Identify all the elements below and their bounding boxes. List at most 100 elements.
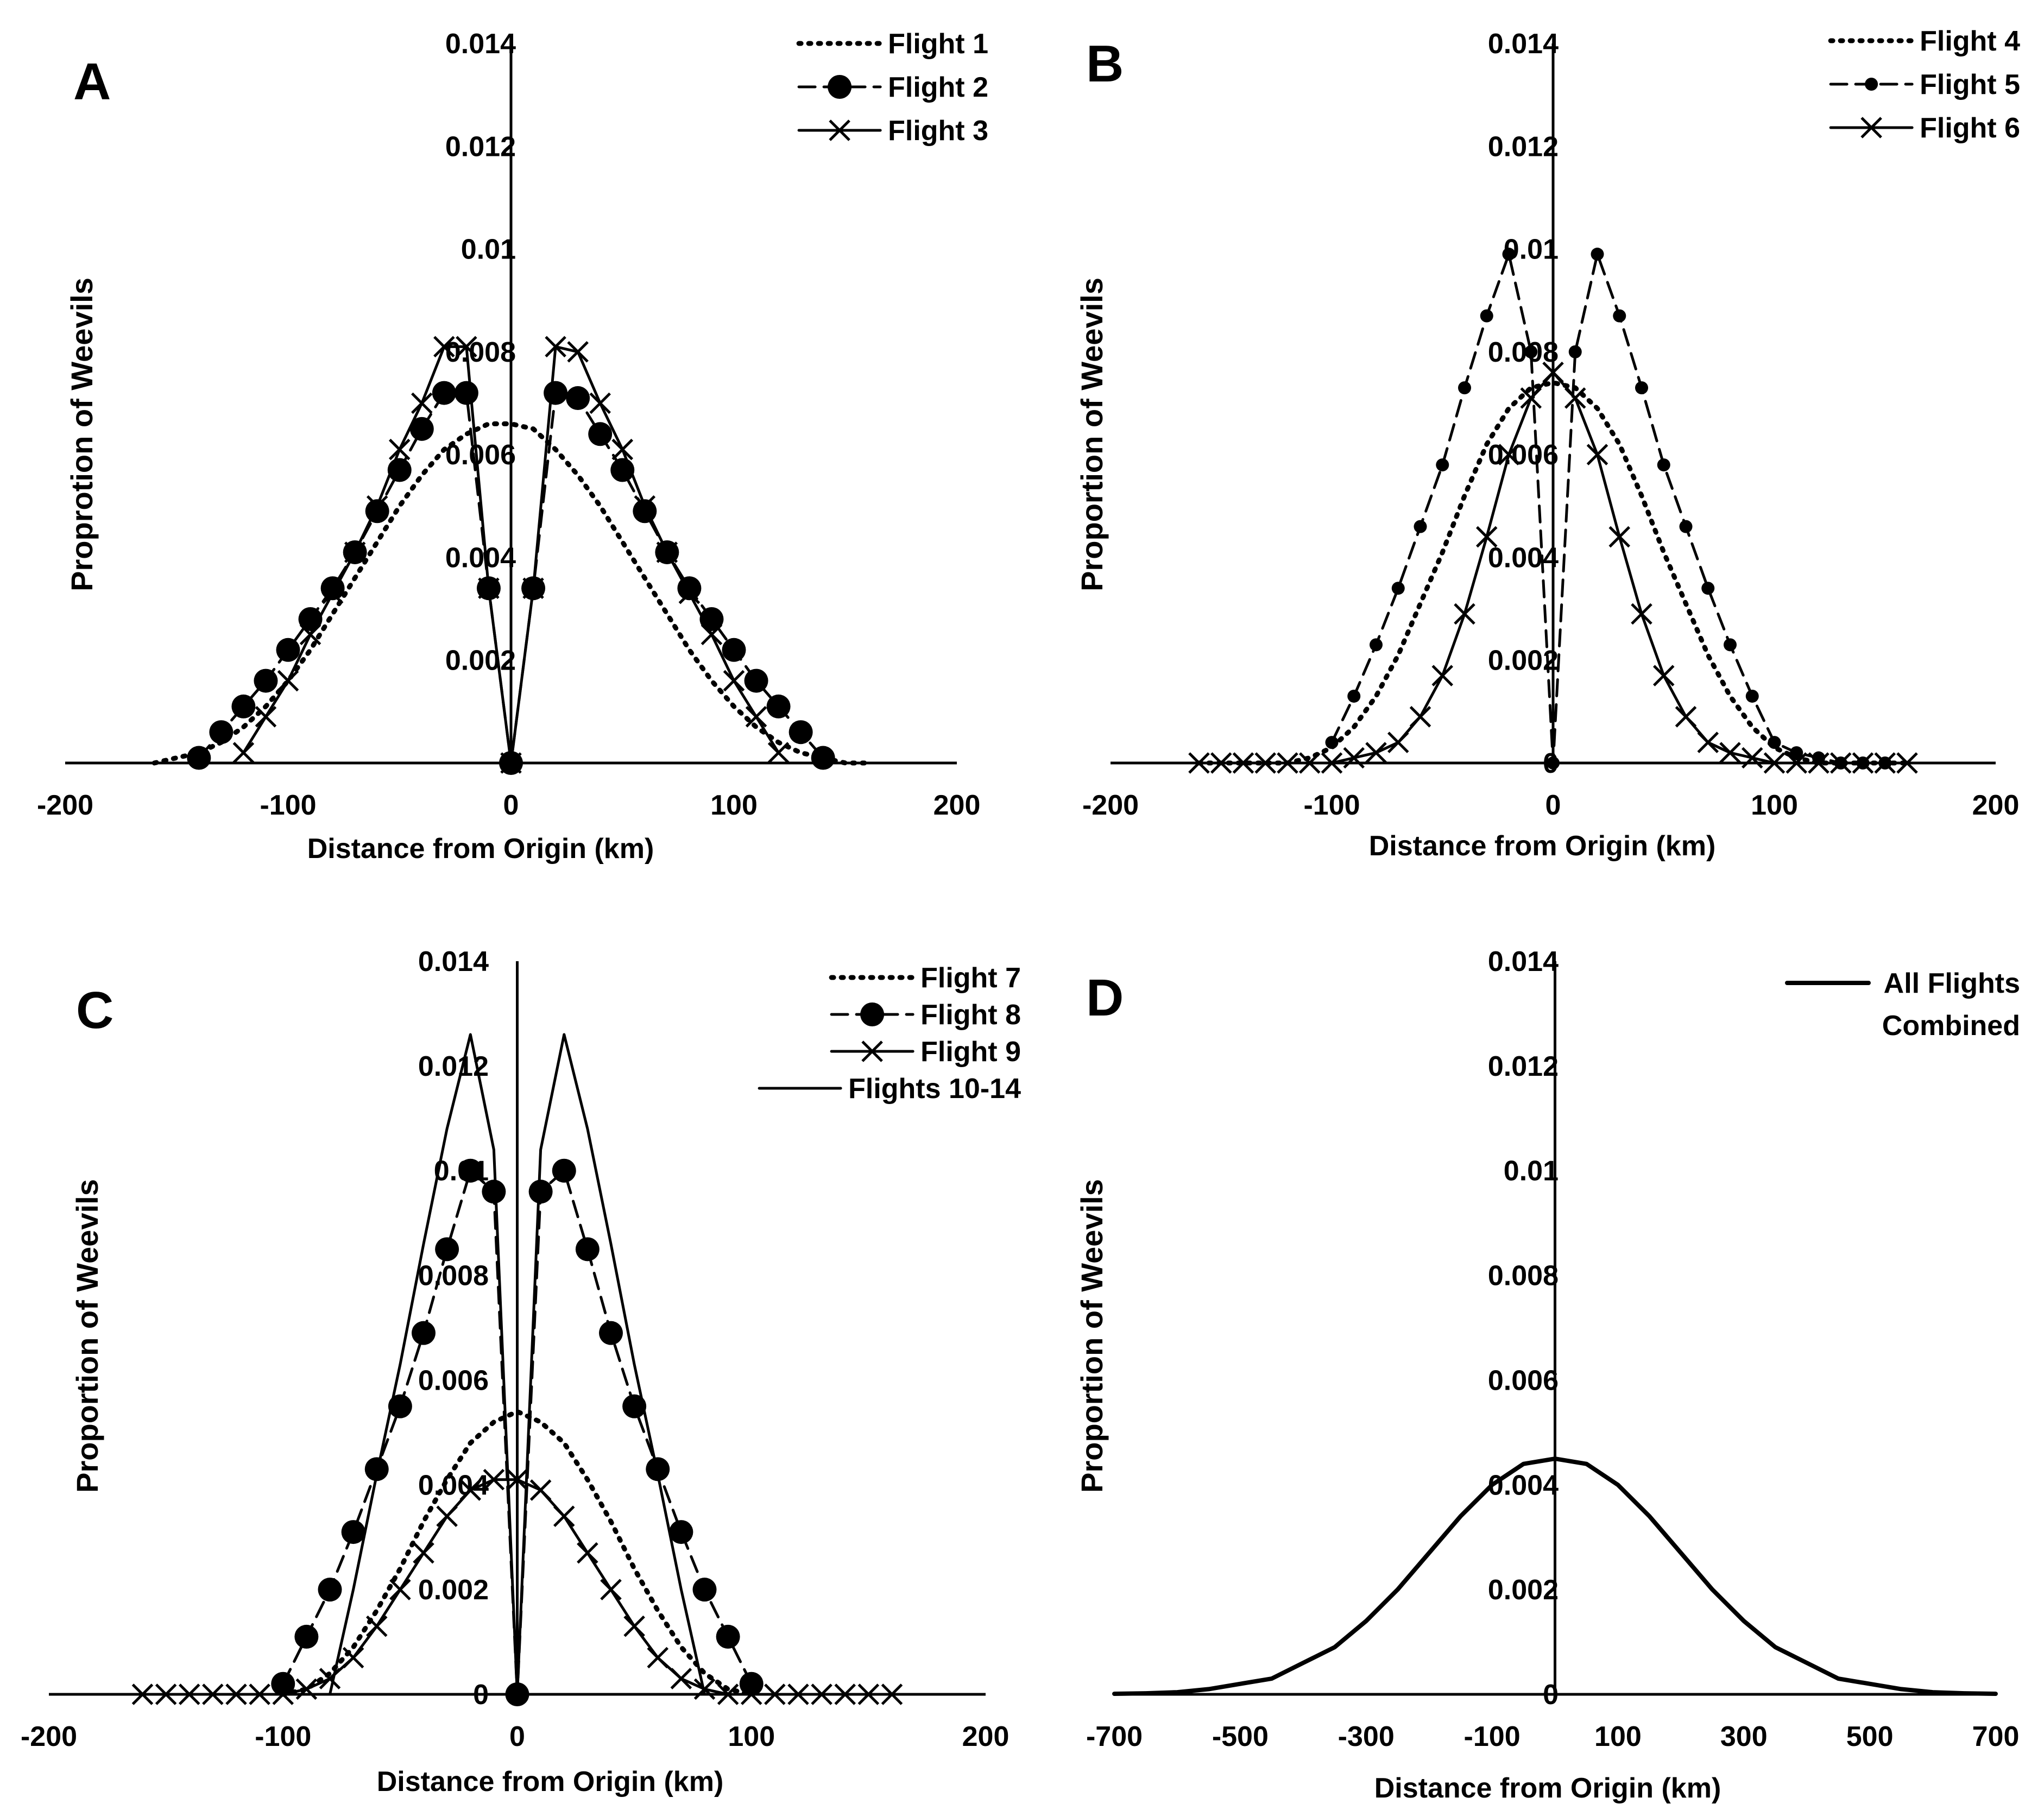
panel-c-y-tick-label: 0.008 [418, 1260, 489, 1292]
panel-c-data-point [739, 1672, 764, 1696]
panel-a-data-point [588, 422, 613, 446]
panel-b-data-point [1763, 752, 1786, 774]
panel-a-data-point [478, 577, 500, 599]
panel-a-data-point [566, 386, 590, 411]
panel-b-data-point [1502, 248, 1516, 261]
panel-c-data-point [529, 1479, 552, 1501]
panel-d-series-1 [1112, 1456, 1998, 1696]
panel-b-data-point [1475, 526, 1498, 548]
panel-a-y-tick-label: 0.004 [445, 542, 516, 573]
panel-d-x-tick-label: 700 [1972, 1721, 2020, 1752]
panel-d-legend-item: All Flights Combined [1785, 968, 2020, 1042]
panel-c-data-point [834, 1683, 856, 1705]
panel-b-data-point [1745, 689, 1759, 703]
panel-c-data-point [622, 1394, 647, 1418]
panel-a-data-point [811, 746, 835, 770]
panel-b-legend-label: Flight 6 [1920, 112, 2020, 144]
panel-a-x-tick-label: -200 [37, 790, 93, 821]
panel-c-data-point [717, 1683, 739, 1705]
panel-a-legend-label: Flight 3 [888, 115, 988, 147]
panel-a-data-point [454, 381, 478, 405]
panel-b-data-point [1719, 742, 1741, 764]
panel-b-letter: B [1086, 35, 1124, 93]
panel-a-data-point [745, 706, 767, 728]
panel-d-x-tick-label: 500 [1846, 1721, 1894, 1752]
panel-b-series-3 [1188, 361, 1918, 774]
panel-c-data-point [319, 1668, 341, 1689]
panel-c-ylabel: Proportion of Weevils [70, 1179, 104, 1493]
panel-b-data-point [1431, 665, 1454, 686]
panel-c-legend-marker [861, 1040, 883, 1062]
panel-b-data-point [1542, 361, 1564, 383]
panel-b-x-tick-label: 200 [1972, 790, 2020, 821]
panel-b-data-point [1436, 458, 1449, 472]
panel-a-plot: -200-100010020000.0020.0040.0060.0080.01… [37, 28, 988, 821]
panel-c-data-point [413, 1542, 434, 1564]
panel-a-x-tick-label: 100 [710, 790, 758, 821]
panel-a-data-point [276, 638, 300, 662]
panel-a-legend-label: Flight 1 [888, 28, 988, 60]
panel-a-data-point [432, 381, 456, 405]
panel-c-legend-label: Flight 7 [920, 962, 1021, 994]
panel-c-data-point [155, 1683, 177, 1705]
panel-c-data-point [295, 1678, 318, 1700]
panel-a-legend-item: Flight 1 [796, 28, 988, 60]
panel-b-data-point [1829, 752, 1852, 774]
panel-c-data-point [388, 1394, 412, 1418]
panel-c-data-point [459, 1479, 482, 1501]
panel-a-x-tick-label: 0 [503, 790, 519, 821]
panel-b-data-point [1370, 638, 1383, 652]
panel-d: D -700 -500 -300 -100 100 300 500 700 0 0.002 0.00… [1075, 946, 2020, 1804]
panel-b-data-point [1325, 736, 1339, 749]
panel-d-plot: -700 -500 -300 -100 100 300 500 700 0 0.002 0.004 0… [1086, 946, 2020, 1752]
panel-c-data-point [553, 1505, 575, 1527]
panel-c-data-point [599, 1321, 623, 1345]
panel-c-data-point [577, 1542, 598, 1564]
panel-b-data-point [1874, 752, 1896, 774]
panel-b-data-point [1768, 736, 1781, 749]
panel-a-data-point [456, 336, 477, 358]
panel-b-data-point [1409, 706, 1431, 728]
panel-c-data-point [575, 1237, 600, 1262]
panel-b-y-tick-label: 0.014 [1488, 28, 1559, 60]
panel-d-x-tick-label: 100 [1594, 1721, 1642, 1752]
panel-c-data-point [740, 1683, 762, 1705]
panel-b-data-point [1724, 638, 1737, 652]
panel-b-data-point [1675, 706, 1697, 728]
panel-b-data-point [1591, 248, 1604, 261]
panel-c-data-point [483, 1468, 505, 1491]
panel-b-data-point [1347, 689, 1361, 703]
panel-c-data-point [623, 1615, 645, 1637]
panel-c-plot: -200 -100 0 100 20000.0020.0040.0060.0080.01… [21, 946, 1021, 1752]
panel-a-y-tick-label: 0.014 [445, 28, 516, 60]
panel-c-data-point [482, 1180, 506, 1204]
panel-a-data-point [701, 623, 723, 646]
panel-a-data-point [544, 381, 568, 405]
panel-b-data-point [1391, 582, 1405, 595]
panel-b-series-2 [1325, 248, 1892, 770]
panel-a-data-point [788, 720, 813, 745]
panel-c-legend-item: Flight 8 [830, 999, 1021, 1031]
panel-a-data-point [678, 582, 701, 604]
panel-a-legend-item: Flight 3 [797, 115, 988, 147]
panel-b-data-point [1657, 458, 1670, 472]
panel-c-data-point [342, 1647, 364, 1669]
panel-b-data-point [1568, 345, 1582, 358]
panel-c-series-4 [329, 1033, 706, 1696]
panel-c-data-point [669, 1520, 693, 1544]
panel-b-data-point [1480, 309, 1493, 323]
panel-c-data-point [225, 1683, 247, 1705]
panel-c-series-1 [280, 1409, 754, 1697]
panel-a-xlabel: Distance from Origin (km) [307, 833, 654, 865]
panel-a-data-point [321, 582, 344, 604]
panel-c-data-point [365, 1615, 388, 1637]
panel-c-data-point [857, 1683, 880, 1705]
panel-c-data-point [178, 1683, 200, 1705]
panel-b-legend-item: Flight 5 [1829, 69, 2020, 100]
panel-c-x-tick-label: 100 [728, 1721, 775, 1752]
panel-b-data-point [1547, 756, 1560, 770]
panel-c-data-point [294, 1624, 319, 1649]
panel-a-data-point [522, 577, 544, 599]
panel-c-series-line [280, 1409, 754, 1697]
